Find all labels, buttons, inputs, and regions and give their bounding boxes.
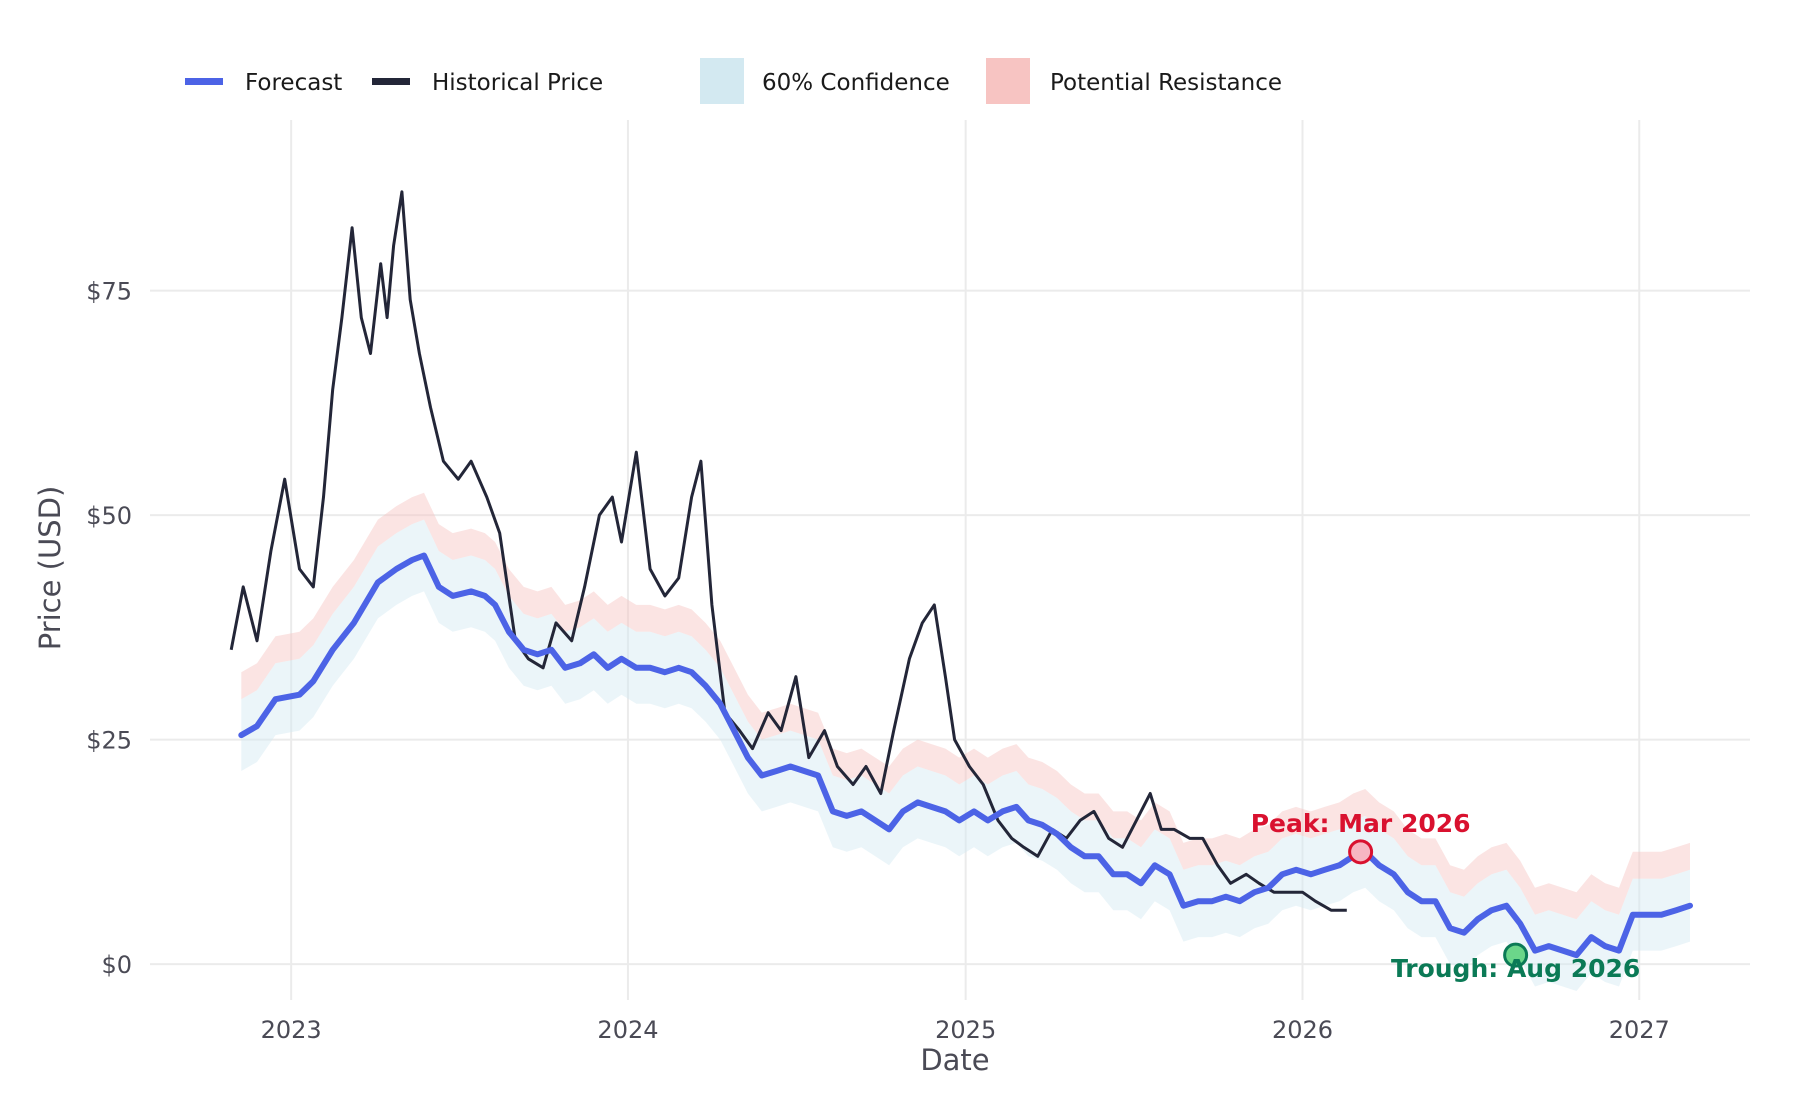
annotation-markers <box>1348 839 1529 968</box>
resistance-band <box>241 492 1690 920</box>
annotation-labels: Peak: Mar 2026 Trough: Aug 2026 <box>1251 809 1641 983</box>
legend: Forecast Historical Price 60% Confidence… <box>185 58 1282 104</box>
legend-swatch-forecast <box>185 78 223 85</box>
y-tick-label: $50 <box>86 502 132 530</box>
legend-label-resistance: Potential Resistance <box>1050 70 1282 96</box>
historical-price-line <box>229 190 1347 912</box>
y-tick-label: $75 <box>86 278 132 306</box>
trough-annotation-label: Trough: Aug 2026 <box>1391 954 1640 983</box>
trough-marker <box>1503 942 1529 968</box>
grid-lines <box>150 120 1750 1000</box>
confidence-band <box>241 519 1690 991</box>
legend-label-confidence: 60% Confidence <box>762 70 950 96</box>
forecast-line <box>238 552 1693 959</box>
axis-labels: Date Price (USD) $0 $25 $50 $75 2023 2024 2025… <box>33 278 1670 1077</box>
x-tick-label: 2023 <box>261 1016 322 1044</box>
legend-label-forecast: Forecast <box>245 70 342 96</box>
y-tick-label: $0 <box>101 951 132 979</box>
x-tick-label: 2024 <box>597 1016 658 1044</box>
legend-swatch-historical <box>372 78 410 85</box>
x-tick-label: 2027 <box>1609 1016 1670 1044</box>
band-layer <box>241 492 1690 991</box>
series-layer <box>229 190 1693 959</box>
legend-swatch-resistance <box>986 58 1030 104</box>
peak-marker <box>1348 839 1374 865</box>
x-tick-label: 2026 <box>1272 1016 1333 1044</box>
legend-swatch-confidence <box>700 58 744 104</box>
legend-label-historical: Historical Price <box>432 70 603 96</box>
x-tick-label: 2025 <box>935 1016 996 1044</box>
peak-annotation-label: Peak: Mar 2026 <box>1251 809 1471 838</box>
y-axis-title: Price (USD) <box>33 486 67 651</box>
x-axis-title: Date <box>920 1043 989 1077</box>
y-tick-label: $25 <box>86 727 132 755</box>
